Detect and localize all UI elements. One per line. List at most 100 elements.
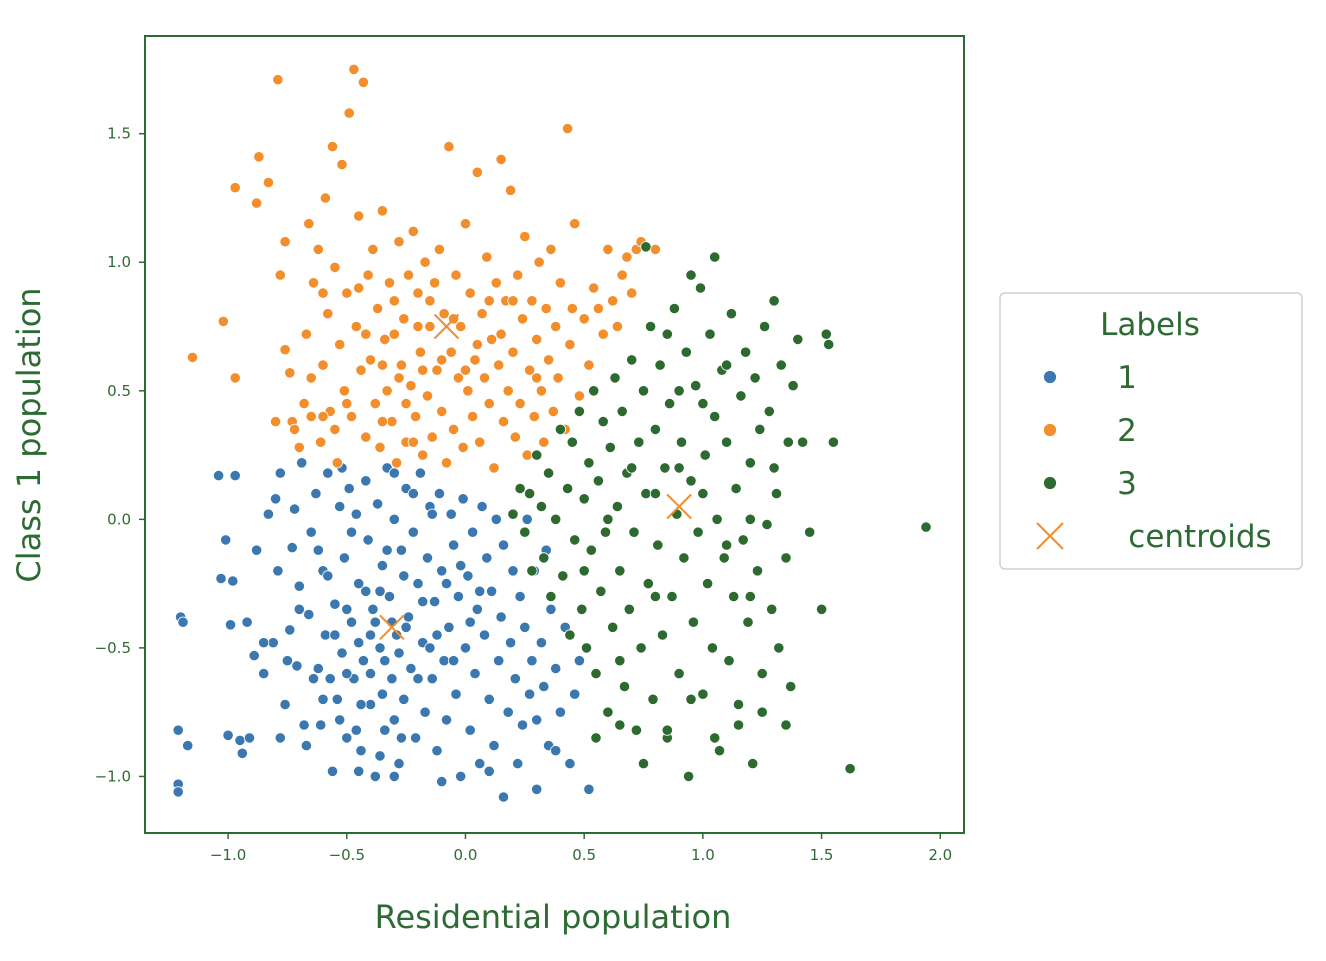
data-point-series-3 [766, 603, 778, 615]
data-point-series-3 [666, 590, 678, 603]
data-point-series-2 [407, 225, 419, 237]
data-point-series-2 [509, 431, 521, 443]
data-point-series-3 [590, 667, 602, 680]
data-point-series-3 [792, 333, 804, 345]
data-point-series-2 [561, 123, 574, 135]
data-point-series-2 [229, 182, 241, 194]
ticks-layer: −1.0 −0.5 0.0 0.5 1.0 1.5 2.0 −1.0 −0.5 0.0 0.5 1.0… [95, 125, 953, 864]
data-point-series-2 [312, 243, 324, 255]
data-point-series-2 [512, 269, 524, 281]
data-point-series-2 [507, 295, 519, 307]
centroid-stroke [666, 493, 692, 520]
data-point-series-1 [493, 655, 505, 667]
data-point-series-1 [412, 577, 424, 590]
data-point-series-3 [775, 359, 787, 371]
data-point-series-1 [535, 637, 548, 649]
legend-entry-1: 1 [1043, 360, 1137, 396]
data-point-series-2 [353, 282, 365, 294]
data-point-series-3 [737, 534, 749, 546]
data-point-series-2 [519, 230, 531, 243]
data-point-series-3 [599, 526, 612, 538]
data-point-series-2 [305, 410, 317, 423]
data-point-series-3 [526, 565, 538, 577]
data-point-series-2 [450, 269, 462, 281]
data-point-series-2 [471, 166, 483, 178]
data-point-series-1 [550, 662, 562, 675]
data-point-series-1 [300, 739, 312, 752]
data-point-series-1 [329, 598, 341, 610]
data-point-series-1 [336, 647, 348, 659]
data-point-series-2 [462, 385, 474, 397]
legend-entry-2: 2 [1043, 413, 1137, 449]
legend-box [999, 292, 1303, 570]
data-point-series-3 [542, 467, 555, 479]
data-point-series-1 [478, 629, 491, 641]
data-point-series-3 [644, 320, 657, 333]
data-point-series-1 [341, 667, 353, 680]
data-point-series-1 [564, 757, 576, 770]
data-point-series-1 [355, 698, 367, 711]
data-point-series-3 [685, 475, 697, 487]
data-point-series-3 [747, 757, 759, 770]
legend-centroid-icon [1036, 522, 1064, 550]
data-point-series-3 [585, 544, 597, 556]
data-point-series-1 [222, 729, 234, 741]
data-point-series-3 [709, 251, 721, 263]
data-point-series-1 [464, 724, 476, 736]
data-point-series-3 [597, 415, 609, 428]
data-point-series-1 [315, 719, 327, 731]
data-point-series-3 [699, 449, 711, 461]
data-point-series-1 [433, 487, 445, 500]
data-point-series-2 [393, 372, 405, 384]
data-point-series-2 [300, 328, 312, 340]
data-point-series-2 [279, 344, 291, 356]
data-point-series-1 [426, 673, 438, 685]
x-tick-label: −0.5 [329, 846, 365, 864]
data-point-series-2 [564, 338, 576, 351]
data-point-series-2 [338, 385, 350, 397]
data-point-series-1 [362, 534, 374, 546]
x-tick-label: 0.0 [454, 846, 478, 864]
data-point-series-2 [523, 364, 536, 376]
data-point-series-2 [626, 287, 638, 299]
data-point-series-3 [706, 642, 719, 654]
data-point-series-1 [455, 770, 467, 783]
data-point-series-2 [405, 380, 417, 392]
data-point-series-1 [386, 616, 398, 628]
data-point-series-3 [780, 552, 792, 564]
data-point-series-3 [823, 338, 835, 351]
data-point-series-2 [412, 287, 424, 299]
data-point-series-1 [440, 714, 453, 726]
data-point-series-3 [694, 282, 707, 294]
data-point-series-2 [483, 397, 495, 410]
data-point-series-3 [647, 693, 659, 705]
data-point-series-3 [697, 688, 709, 700]
data-point-series-3 [739, 346, 752, 358]
data-point-series-1 [414, 467, 426, 479]
data-point-series-2 [350, 320, 362, 333]
data-point-series-1 [369, 770, 381, 783]
data-point-series-2 [421, 390, 434, 402]
data-point-series-1 [341, 732, 353, 744]
data-point-series-1 [573, 655, 586, 667]
data-point-series-1 [353, 577, 365, 590]
data-point-series-2 [493, 359, 505, 371]
data-point-series-1 [288, 503, 301, 515]
data-point-series-2 [490, 277, 502, 289]
data-point-series-1 [428, 595, 441, 608]
data-point-series-3 [607, 621, 619, 633]
data-point-series-1 [241, 616, 253, 628]
data-point-series-1 [393, 647, 405, 659]
data-point-series-1 [462, 570, 474, 582]
data-point-series-2 [317, 359, 329, 371]
data-point-series-2 [447, 423, 460, 435]
data-point-series-3 [680, 346, 692, 358]
data-point-series-2 [488, 462, 500, 474]
data-point-series-2 [317, 287, 329, 299]
data-point-series-2 [303, 218, 315, 230]
data-point-series-3 [756, 706, 768, 718]
data-point-series-1 [343, 482, 355, 495]
data-point-series-2 [364, 354, 377, 366]
data-point-series-1 [497, 791, 510, 803]
